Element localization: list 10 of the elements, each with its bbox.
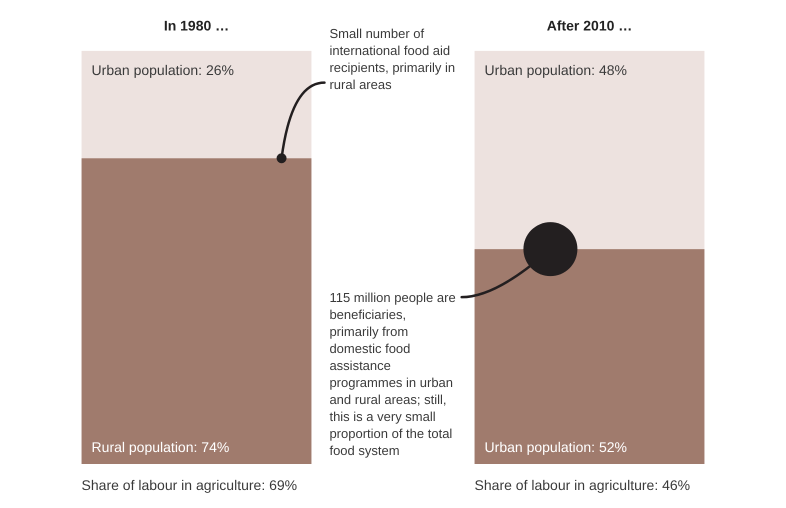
x-tick-label: In 1980 … [164, 17, 230, 34]
text: Share of labour in agriculture: 46% [474, 477, 690, 493]
annotation: Small number of international food aid recipients, primarily in rural areas [329, 26, 456, 92]
data-label: Urban population: 26% [92, 62, 234, 78]
data-label: Urban population: 52% [484, 439, 627, 455]
data-label: Rural population: 74% [92, 439, 230, 455]
data-label: Urban population: 48% [484, 62, 627, 78]
x-tick-label: After 2010 … [546, 17, 632, 34]
text: Share of labour in agriculture: 69% [82, 477, 298, 493]
text: 115 million people are beneficiaries, primarily from domestic food assistance programmes in urban and rural areas; still, this is a very small proportion of the total food system [329, 290, 456, 458]
